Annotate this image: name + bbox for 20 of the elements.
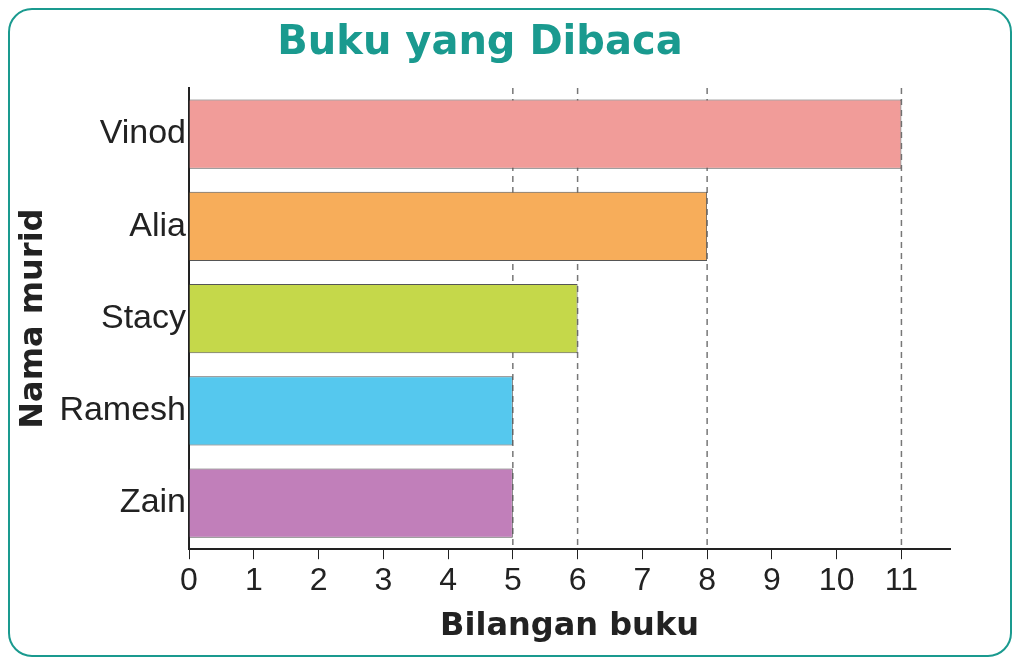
y-tick-label: Vinod <box>99 112 186 151</box>
y-tick-label: Ramesh <box>59 389 186 428</box>
x-tick-label: 8 <box>698 561 717 598</box>
x-tick-label: 4 <box>439 561 457 598</box>
chart-title: Buku yang Dibaca <box>277 17 683 64</box>
x-tick-label: 1 <box>244 561 263 598</box>
x-tick-label: 7 <box>633 561 652 598</box>
y-tick-label: Stacy <box>100 296 186 335</box>
x-tick-label: 10 <box>818 561 855 598</box>
x-tick-label: 5 <box>503 561 522 598</box>
y-tick-label: Alia <box>129 204 187 243</box>
x-tick-label: 2 <box>309 561 328 598</box>
x-tick-label: 11 <box>884 561 919 598</box>
y-axis-title: Nama murid <box>11 208 50 429</box>
x-axis-title: Bilangan buku <box>440 605 699 644</box>
x-tick-label: 0 <box>180 561 198 598</box>
x-tick-label: 6 <box>568 561 587 598</box>
x-tick-label: 9 <box>763 561 781 598</box>
y-tick-label: Zain <box>119 481 186 520</box>
x-tick-label: 3 <box>374 561 393 598</box>
